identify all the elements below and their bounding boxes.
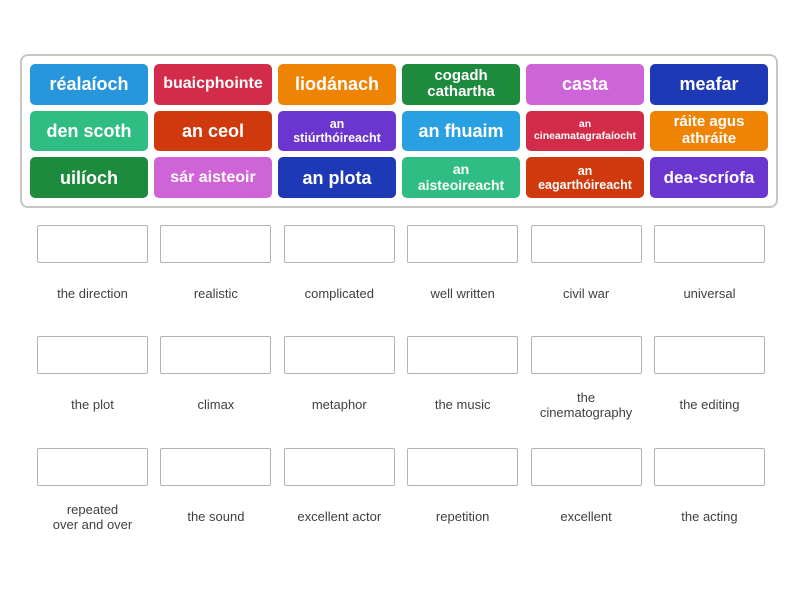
tile-an-plota[interactable]: an plota: [278, 157, 396, 198]
answer-row-1: the direction realistic complicated well…: [37, 225, 765, 311]
drop-slot-the-plot[interactable]: [37, 336, 148, 374]
answer-cell: the cinematography: [530, 336, 642, 422]
drop-slot-excellent-actor[interactable]: [283, 448, 395, 486]
answer-cell: the direction: [37, 225, 148, 311]
answer-label: well written: [430, 286, 495, 302]
answer-cell: repeated over and over: [37, 448, 148, 534]
answer-cell: excellent: [530, 448, 642, 534]
answer-cell: the editing: [653, 336, 765, 422]
tile-casta[interactable]: casta: [526, 64, 644, 105]
drop-slot-realistic[interactable]: [160, 225, 272, 263]
answer-label: the sound: [187, 509, 245, 525]
drop-slot-well-written[interactable]: [407, 225, 519, 263]
drop-slot-the-sound[interactable]: [160, 448, 272, 486]
answer-label: realistic: [193, 286, 238, 302]
drop-slot-universal[interactable]: [653, 225, 765, 263]
word-tile-board: réalaíoch buaicphointe liodánach cogadh …: [20, 54, 778, 208]
answer-cell: the acting: [653, 448, 765, 534]
answer-cell: metaphor: [283, 336, 395, 422]
tile-an-ceol[interactable]: an ceol: [154, 110, 272, 152]
drop-slot-climax[interactable]: [160, 336, 272, 374]
tile-raite-agus-athraite[interactable]: ráite agus athráite: [650, 110, 768, 152]
tile-cogadh-cathartha[interactable]: cogadh cathartha: [402, 64, 520, 105]
tile-an-aisteoireacht[interactable]: an aisteoireacht: [402, 157, 520, 198]
answer-label: the acting: [681, 509, 738, 525]
answer-label: the direction: [57, 286, 128, 302]
answer-label: the plot: [71, 397, 114, 413]
answer-cell: climax: [160, 336, 272, 422]
answer-label: metaphor: [311, 397, 367, 413]
tile-meafar[interactable]: meafar: [650, 64, 768, 105]
answer-label: the music: [434, 397, 491, 413]
answer-label: civil war: [562, 286, 610, 302]
answer-cell: the plot: [37, 336, 148, 422]
answer-cell: repetition: [407, 448, 519, 534]
tile-dea-scriofa[interactable]: dea-scríofa: [650, 157, 768, 198]
tile-uilioch[interactable]: uilíoch: [30, 157, 148, 198]
drop-slot-excellent[interactable]: [530, 448, 642, 486]
answer-label: climax: [197, 397, 235, 413]
answer-cell: realistic: [160, 225, 272, 311]
answer-cell: the sound: [160, 448, 272, 534]
drop-slot-metaphor[interactable]: [283, 336, 395, 374]
answer-row-2: the plot climax metaphor the music the c…: [37, 336, 765, 422]
answer-row-3: repeated over and over the sound excelle…: [37, 448, 765, 534]
answer-label: the editing: [679, 397, 740, 413]
answer-cell: excellent actor: [283, 448, 395, 534]
answer-cell: complicated: [283, 225, 395, 311]
tile-liodanach[interactable]: liodánach: [278, 64, 396, 105]
answer-label: universal: [683, 286, 736, 302]
answer-label: repeated over and over: [52, 501, 133, 532]
answer-label: repetition: [435, 509, 490, 525]
answer-cell: civil war: [530, 225, 642, 311]
tile-an-fhuaim[interactable]: an fhuaim: [402, 110, 520, 152]
answer-cell: well written: [407, 225, 519, 311]
tile-den-scoth[interactable]: den scoth: [30, 110, 148, 152]
tile-an-cineamatagrafaiocht[interactable]: an cineamatagrafaíocht: [526, 110, 644, 152]
drop-slot-the-cinematography[interactable]: [530, 336, 642, 374]
drop-slot-the-acting[interactable]: [653, 448, 765, 486]
drop-slot-repetition[interactable]: [407, 448, 519, 486]
drop-slot-complicated[interactable]: [283, 225, 395, 263]
drop-slot-the-editing[interactable]: [653, 336, 765, 374]
drop-slot-civil-war[interactable]: [530, 225, 642, 263]
answer-label: the cinematography: [539, 389, 633, 420]
drop-slot-repeated-over-and-over[interactable]: [37, 448, 148, 486]
drop-slot-the-music[interactable]: [407, 336, 519, 374]
tile-an-eagarthoireacht[interactable]: an eagarthóireacht: [526, 157, 644, 198]
tile-an-stiurthoireacht[interactable]: an stiúrthóireacht: [278, 110, 396, 152]
answer-label: excellent: [560, 509, 612, 525]
tile-realaioch[interactable]: réalaíoch: [30, 64, 148, 105]
answer-label: complicated: [304, 286, 374, 302]
answer-cell: the music: [407, 336, 519, 422]
tile-sar-aisteoir[interactable]: sár aisteoir: [154, 157, 272, 198]
drop-slot-the-direction[interactable]: [37, 225, 148, 263]
answer-label: excellent actor: [297, 509, 382, 525]
tile-buaicphointe[interactable]: buaicphointe: [154, 64, 272, 105]
answer-cell: universal: [653, 225, 765, 311]
